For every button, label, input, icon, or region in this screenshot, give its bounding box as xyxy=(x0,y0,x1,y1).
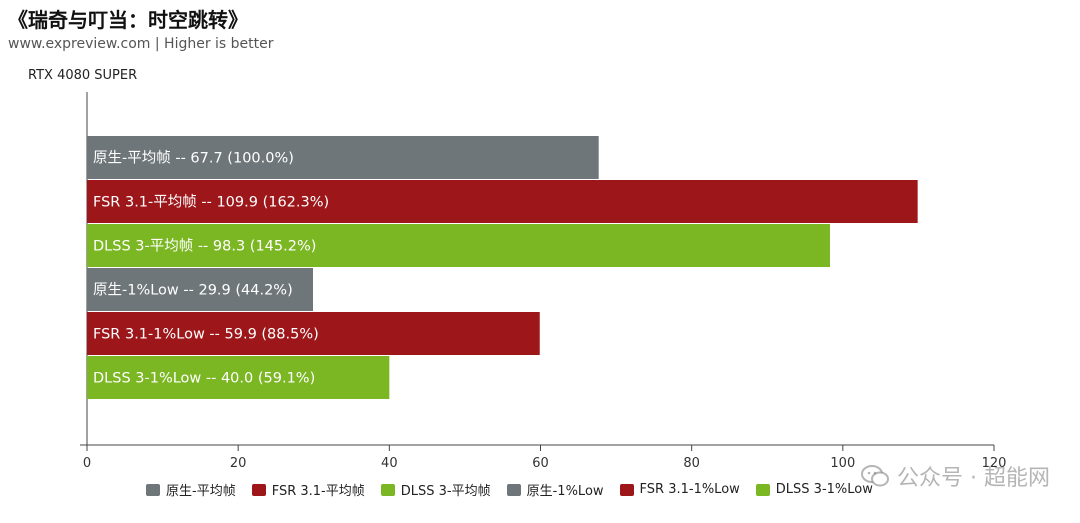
bar xyxy=(87,180,918,223)
chart-title: 《瑞奇与叮当：时空跳转》 xyxy=(8,8,248,32)
legend-label: FSR 3.1-1%Low xyxy=(639,482,740,497)
x-tick-label: 0 xyxy=(83,456,91,471)
legend-label: 原生-1%Low xyxy=(526,484,604,499)
bar xyxy=(87,136,599,179)
legend-label: FSR 3.1-平均帧 xyxy=(271,484,365,499)
chart-subtitle: www.expreview.com | Higher is better xyxy=(8,36,274,52)
bar-label: DLSS 3-1%Low -- 40.0 (59.1%) xyxy=(93,371,315,387)
x-tick-label: 60 xyxy=(532,456,549,471)
legend-label: 原生-平均帧 xyxy=(166,484,236,499)
legend-item: FSR 3.1-平均帧 xyxy=(251,480,365,499)
legend-label: DLSS 3-平均帧 xyxy=(400,484,491,499)
legend-label: DLSS 3-1%Low xyxy=(775,482,873,497)
legend-swatch xyxy=(380,483,395,496)
watermark-text: 公众号 · 超能网 xyxy=(897,466,1050,491)
bar-label: FSR 3.1-1%Low -- 59.9 (88.5%) xyxy=(93,327,319,343)
legend: 原生-平均帧 FSR 3.1-平均帧 DLSS 3-平均帧 原生-1%Low FSR 3… xyxy=(146,480,873,499)
bar-label: FSR 3.1-平均帧 -- 109.9 (162.3%) xyxy=(93,194,329,211)
bar-label: DLSS 3-平均帧 -- 98.3 (145.2%) xyxy=(93,238,316,255)
legend-swatch xyxy=(619,483,634,496)
bar xyxy=(87,268,313,311)
bar-chart: 0 20 40 60 80 100 120 原生-平均帧 -- 67.7 (100.0%) FS… xyxy=(80,92,1007,471)
legend-item: 原生-平均帧 xyxy=(146,480,236,499)
x-tick-label: 40 xyxy=(381,456,398,471)
legend-swatch xyxy=(146,483,160,496)
bar xyxy=(87,356,390,399)
legend-item: 原生-1%Low xyxy=(506,480,604,499)
x-tick-label: 100 xyxy=(830,456,855,471)
legend-swatch xyxy=(506,483,521,496)
group-label: RTX 4080 SUPER xyxy=(28,68,138,83)
legend-item: DLSS 3-1%Low xyxy=(755,482,873,497)
legend-item: FSR 3.1-1%Low xyxy=(619,482,740,497)
watermark: 公众号 · 超能网 xyxy=(861,460,1050,492)
bar-label: 原生-1%Low -- 29.9 (44.2%) xyxy=(93,282,293,299)
x-tick-label: 80 xyxy=(683,456,700,471)
bar xyxy=(87,312,540,355)
bar xyxy=(87,224,830,267)
x-tick-label: 120 xyxy=(982,456,1007,471)
wechat-icon xyxy=(861,465,890,487)
legend-swatch xyxy=(755,483,770,496)
bar-label: 原生-平均帧 -- 67.7 (100.0%) xyxy=(93,150,294,167)
x-tick-label: 20 xyxy=(230,456,247,471)
legend-swatch xyxy=(251,483,266,496)
legend-item: DLSS 3-平均帧 xyxy=(380,480,491,499)
